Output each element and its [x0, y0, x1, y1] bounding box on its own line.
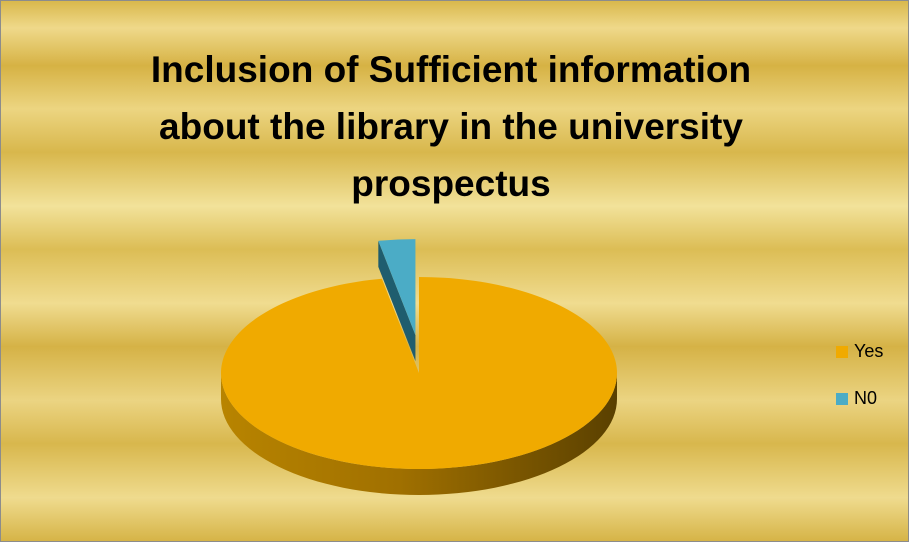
legend-swatch — [836, 393, 848, 405]
legend-label: Yes — [854, 341, 883, 361]
slice — [378, 239, 416, 336]
legend-swatch — [836, 346, 848, 358]
chart-title: Inclusion of Sufficient information abou… — [150, 49, 752, 204]
slice-cut-face — [378, 240, 416, 362]
slice — [220, 277, 617, 469]
slice-side — [221, 373, 617, 495]
legend-label: N0 — [854, 388, 877, 408]
